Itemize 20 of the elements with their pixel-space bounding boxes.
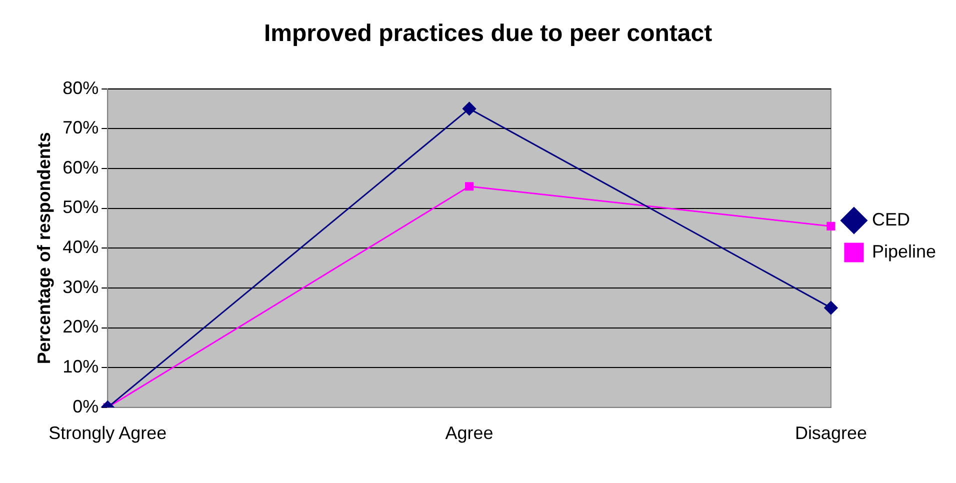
y-tick-label: 40%	[62, 237, 99, 258]
point	[465, 182, 474, 191]
x-tick-label: Agree	[445, 423, 494, 444]
y-tick-label: 50%	[62, 197, 99, 218]
y-tick-label: 60%	[62, 157, 99, 178]
y-tick-label: 30%	[62, 276, 99, 297]
legend-label: CED	[872, 209, 910, 230]
point	[826, 222, 836, 230]
y-tick-label: 70%	[62, 118, 99, 138]
y-tick-label: 80%	[62, 78, 99, 98]
y-tick-label: 10%	[62, 356, 99, 377]
y-axis-title: Percentage of respondents	[34, 132, 54, 364]
point	[462, 102, 476, 116]
x-tick-label: Strongly Agree	[48, 423, 167, 444]
point	[824, 301, 838, 315]
y-tick-label: 0%	[72, 396, 99, 416]
y-tick-label: 20%	[62, 316, 99, 337]
legend-label: Pipeline	[872, 241, 936, 262]
chart-title: Improved practices due to peer contact	[264, 20, 712, 48]
x-tick-label: Disagree	[794, 423, 867, 444]
